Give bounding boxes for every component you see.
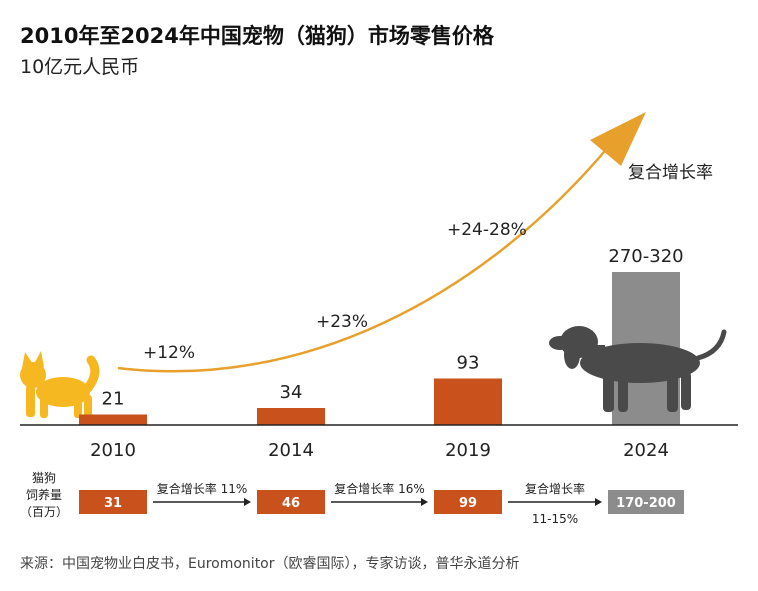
chart-title: 2010年至2024年中国宠物（猫狗）市场零售价格 xyxy=(20,24,494,48)
category-label: 2010 xyxy=(90,440,136,461)
pets-arrowhead xyxy=(244,498,251,506)
chart-subtitle: 10亿元人民币 xyxy=(20,56,140,78)
pets-value-box xyxy=(257,490,325,514)
arrow-label: 复合增长率 xyxy=(628,163,713,183)
pets-title: 猫狗 饲养量 （百万） xyxy=(14,470,74,521)
bar-value-label: 34 xyxy=(280,382,303,403)
growth-rate-label: +24-28% xyxy=(447,220,527,240)
pets-value-box xyxy=(608,490,684,514)
forecast-label: 270-320 xyxy=(608,246,683,267)
pets-value-box xyxy=(79,490,147,514)
growth-arrow-curve xyxy=(117,144,611,373)
bar xyxy=(257,408,325,425)
cat-silhouette xyxy=(20,351,100,418)
bar xyxy=(79,414,147,425)
pets-title-line: 猫狗 xyxy=(31,471,56,485)
pets-cagr-label: 复合增长率 11% xyxy=(157,481,248,496)
dog-silhouette xyxy=(549,326,727,412)
source-note: 来源：中国宠物业白皮书，Euromonitor（欧睿国际），专家访谈，普华永道分… xyxy=(20,556,520,572)
growth-arrowhead xyxy=(590,112,646,166)
pets-value-label: 170-200 xyxy=(616,496,676,511)
pets-value-box xyxy=(434,490,502,514)
growth-rate-label: +23% xyxy=(316,312,368,332)
category-label: 2014 xyxy=(268,440,314,461)
category-label: 2019 xyxy=(445,440,491,461)
pets-arrowhead xyxy=(595,498,602,506)
growth-rate-label: +12% xyxy=(143,343,195,363)
pets-cagr-label: 复合增长率 xyxy=(525,481,585,496)
pets-value-label: 31 xyxy=(104,496,122,511)
pets-arrowhead xyxy=(421,498,428,506)
bar-value-label: 93 xyxy=(457,353,480,374)
bar-value-label: 21 xyxy=(102,389,125,410)
category-label: 2024 xyxy=(623,440,669,461)
pets-value-label: 99 xyxy=(459,496,477,511)
pets-cagr-sub-label: 11-15% xyxy=(532,512,578,526)
pets-value-label: 46 xyxy=(282,496,300,511)
bar xyxy=(434,378,502,425)
pets-title-line: （百万） xyxy=(19,505,68,519)
pets-title-line: 饲养量 xyxy=(25,488,62,502)
pets-cagr-label: 复合增长率 16% xyxy=(334,481,425,496)
